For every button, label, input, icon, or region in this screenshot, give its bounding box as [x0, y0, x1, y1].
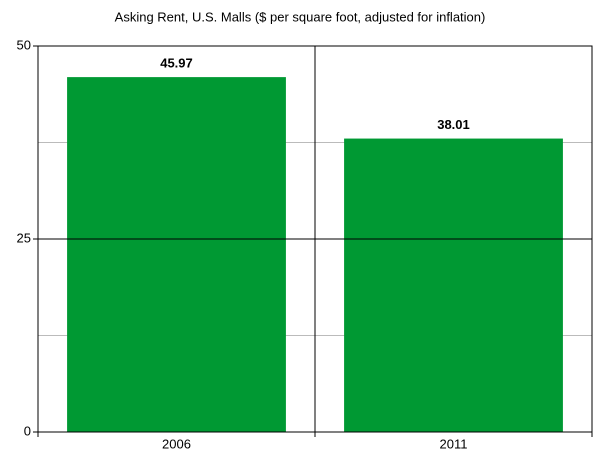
- y-tick-label: 0: [24, 423, 31, 438]
- x-tick-label: 2011: [440, 436, 468, 451]
- y-tick-label: 25: [17, 230, 31, 245]
- value-label: 38.01: [437, 117, 470, 132]
- chart-title: Asking Rent, U.S. Malls ($ per square fo…: [115, 9, 486, 24]
- y-tick-label: 50: [17, 37, 31, 52]
- bar: [344, 138, 563, 432]
- bar: [67, 77, 286, 432]
- value-label: 45.97: [160, 56, 193, 71]
- x-tick-label: 2006: [162, 436, 191, 451]
- plot-border: [37, 45, 593, 433]
